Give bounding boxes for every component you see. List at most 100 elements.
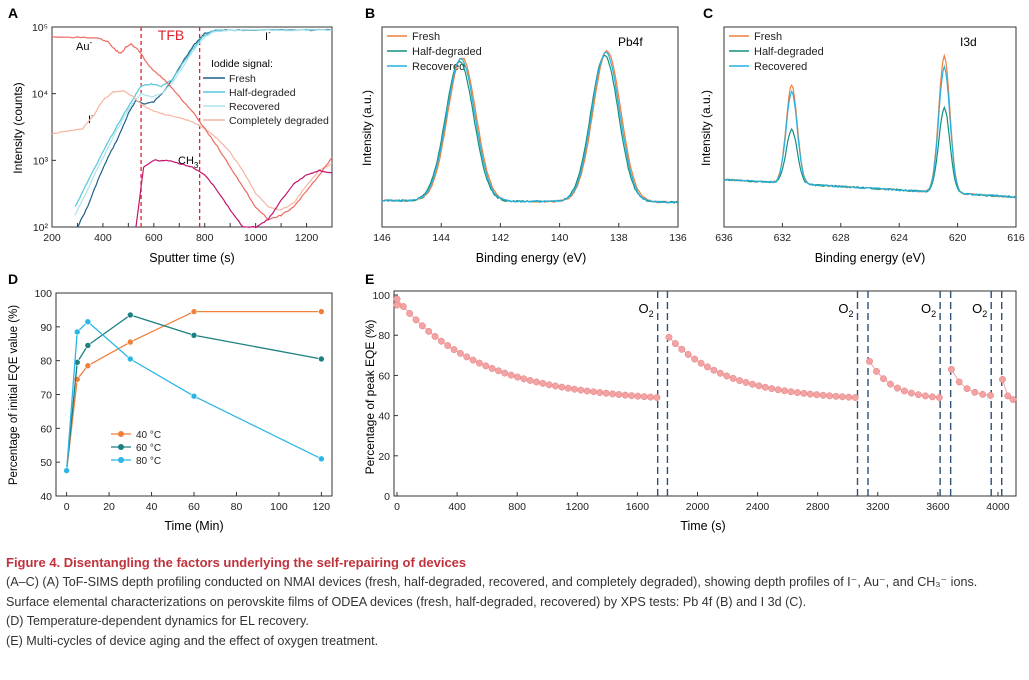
e-cycle-line [396, 297, 657, 398]
c-ylabel: Intensity (a.u.) [699, 90, 713, 166]
figure-caption: Figure 4. Disentangling the factors unde… [6, 553, 1024, 651]
a-xtick-label: 600 [145, 232, 163, 244]
e-data-point [907, 389, 915, 397]
xps-xtick-label: 628 [832, 232, 850, 244]
d-data-point [190, 308, 198, 315]
e-data-point [507, 371, 515, 379]
e-data-point [444, 342, 452, 350]
xps-xtick-label: 140 [551, 232, 569, 244]
e-data-point [691, 355, 699, 363]
e-o2-label: O2 [639, 301, 654, 319]
a-xlabel: Sputter time (s) [149, 251, 234, 265]
d-ytick-label: 100 [34, 288, 52, 300]
d-data-point [73, 328, 81, 336]
e-data-point [647, 393, 655, 401]
a-ylabel: Intensity (counts) [11, 82, 25, 173]
e-xtick-label: 2400 [746, 501, 770, 513]
d-data-point [318, 455, 325, 463]
e-data-point [431, 333, 439, 340]
d-ytick-label: 60 [40, 423, 52, 435]
b-title: Pb4f [618, 35, 643, 49]
e-data-point [665, 333, 673, 341]
e-xtick-label: 1200 [566, 501, 590, 513]
xps-legend-label: Recovered [754, 61, 807, 73]
xps-plot-frame-c [723, 26, 1017, 228]
d-xtick-label: 100 [270, 501, 288, 513]
e-data-point [935, 394, 943, 401]
a-ytick-label: 10⁴ [32, 89, 48, 101]
a-legend-label: Completely degraded [229, 115, 329, 127]
d-ytick-label: 50 [40, 457, 52, 469]
xps-xtick-label: 624 [890, 232, 908, 244]
e-data-point [494, 367, 502, 375]
e-data-point [1004, 392, 1012, 400]
e-ytick-label: 80 [378, 330, 390, 342]
a-ytick-label: 10⁵ [32, 22, 48, 34]
panel-b-xps-pb4f: Intensity (a.u.) Binding energy (eV) Pb4… [360, 26, 687, 265]
e-data-point [418, 322, 426, 330]
d-data-point [190, 331, 198, 339]
e-cycle-line [668, 336, 856, 398]
panel-label-a: A [8, 5, 18, 21]
panel-label-d: D [8, 271, 18, 287]
a-series-complete [51, 89, 333, 211]
d-data-point [84, 362, 92, 370]
e-data-point [742, 379, 750, 386]
caption-line-d: (D) Temperature-dependent dynamics for E… [6, 614, 309, 629]
d-series-line-c40 [65, 310, 322, 471]
e-data-point [437, 337, 445, 345]
e-data-point [774, 386, 782, 394]
tfb-label: TFB [158, 27, 184, 43]
e-data-point [800, 389, 808, 397]
d-ytick-label: 80 [40, 356, 52, 368]
e-xtick-label: 400 [448, 501, 466, 513]
e-data-point [873, 367, 880, 375]
e-data-point [533, 378, 540, 386]
e-data-point [590, 388, 597, 396]
a-xtick-label: 200 [43, 232, 61, 244]
e-data-point [928, 393, 936, 401]
e-xtick-label: 4000 [986, 501, 1010, 513]
e-data-point [710, 366, 718, 374]
d-data-point [84, 342, 92, 349]
e-data-point [514, 373, 521, 381]
e-xtick-label: 800 [508, 501, 526, 513]
e-data-point [845, 393, 853, 401]
d-data-point [84, 318, 92, 326]
e-data-point [1009, 396, 1017, 403]
b-legend: Fresh Half-degraded Recovered [387, 31, 482, 73]
e-data-point [987, 392, 994, 399]
e-data-point [412, 316, 420, 324]
d-legend-label: 80 °C [136, 456, 161, 467]
xps-series-xps_recovered [723, 64, 1017, 199]
e-data-point [621, 391, 629, 399]
e-data-point [838, 393, 846, 401]
e-data-point [393, 301, 401, 309]
e-data-point [887, 380, 894, 388]
e-data-point [456, 349, 464, 357]
xps-xtick-label: 136 [669, 232, 687, 244]
xps-xtick-label: 144 [432, 232, 450, 244]
d-data-point [318, 355, 325, 363]
au-label: Au- [76, 38, 92, 53]
e-data-point [921, 392, 929, 400]
e-data-point [545, 381, 553, 389]
e-data-point [787, 388, 795, 396]
d-ytick-label: 40 [40, 491, 52, 503]
e-ytick-label: 40 [378, 411, 390, 423]
e-ytick-label: 60 [378, 370, 390, 382]
c-legend: Fresh Half-degraded Recovered [729, 31, 824, 73]
e-data-point [450, 346, 458, 354]
e-data-point [393, 295, 401, 303]
a-xtick-label: 400 [94, 232, 112, 244]
e-data-point [671, 340, 679, 348]
e-ylabel: Percentage of peak EQE (%) [363, 320, 377, 475]
e-data-point [971, 388, 979, 396]
d-data-point [318, 308, 325, 315]
e-data-point [729, 374, 737, 382]
e-data-point [999, 375, 1006, 383]
e-data-point [583, 387, 591, 395]
e-data-point [463, 353, 471, 361]
xps-xtick-label: 142 [492, 232, 510, 244]
xps-legend-label: Fresh [754, 31, 782, 43]
